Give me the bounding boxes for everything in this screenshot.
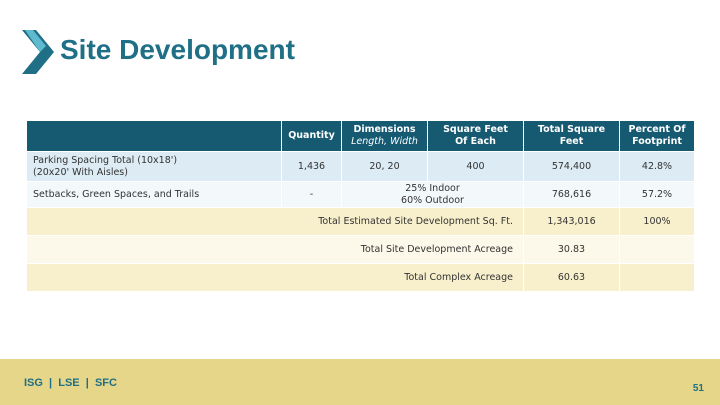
header-sqft-each-line1: Square Feet <box>443 124 508 135</box>
summary-value: 1,343,016 <box>523 207 620 236</box>
table-row: Parking Spacing Total (10x18') (20x20' W… <box>26 151 695 182</box>
row-label-line1: Parking Spacing Total (10x18') <box>33 154 178 166</box>
percent-cell: 57.2% <box>619 181 695 208</box>
summary-percent <box>619 263 695 292</box>
page-number: 51 <box>692 383 704 394</box>
chevron-logo-icon <box>22 30 54 74</box>
summary-percent: 100% <box>619 207 695 236</box>
header-dimensions-line2: Length, Width <box>351 136 418 147</box>
summary-row: Total Site Development Acreage 30.83 <box>26 235 695 264</box>
summary-label: Total Estimated Site Development Sq. Ft. <box>26 207 524 236</box>
row-label-line2: (20x20' With Aisles) <box>33 166 128 178</box>
percent-cell: 42.8% <box>619 151 695 182</box>
total-sqft-cell: 768,616 <box>523 181 620 208</box>
indoor-split: 25% Indoor <box>405 182 460 194</box>
quantity-cell: - <box>281 181 342 208</box>
summary-row: Total Estimated Site Development Sq. Ft.… <box>26 207 695 236</box>
table-header-row: Quantity Dimensions Length, Width Square… <box>26 120 695 152</box>
summary-value: 30.83 <box>523 235 620 264</box>
summary-label: Total Complex Acreage <box>26 263 524 292</box>
sqft-each-cell: 400 <box>427 151 524 182</box>
page-title: Site Development <box>60 34 295 65</box>
row-label: Parking Spacing Total (10x18') (20x20' W… <box>26 151 282 182</box>
header-sqft-each: Square Feet Of Each <box>427 120 524 152</box>
outdoor-split: 60% Outdoor <box>401 194 464 206</box>
header-total-sqft-line1: Total Square <box>537 124 606 135</box>
summary-label: Total Site Development Acreage <box>26 235 524 264</box>
header-dimensions-line1: Dimensions <box>353 124 416 135</box>
table-row: Setbacks, Green Spaces, and Trails - 25%… <box>26 181 695 208</box>
dimensions-cell: 20, 20 <box>341 151 428 182</box>
footer-organizations: ISG | LSE | SFC <box>24 377 117 389</box>
total-sqft-cell: 574,400 <box>523 151 620 182</box>
header-quantity: Quantity <box>281 120 342 152</box>
quantity-cell: 1,436 <box>281 151 342 182</box>
row-label: Setbacks, Green Spaces, and Trails <box>26 181 282 208</box>
header-percent-line2: Footprint <box>632 136 682 147</box>
site-development-table: Quantity Dimensions Length, Width Square… <box>26 120 695 292</box>
summary-value: 60.63 <box>523 263 620 292</box>
header-percent-line1: Percent Of <box>628 124 686 135</box>
header-total-sqft: Total Square Feet <box>523 120 620 152</box>
header-dimensions: Dimensions Length, Width <box>341 120 428 152</box>
header-sqft-each-line2: Of Each <box>455 136 496 147</box>
sqft-each-cell: 25% Indoor 60% Outdoor <box>341 181 524 208</box>
header-blank <box>26 120 282 152</box>
summary-row: Total Complex Acreage 60.63 <box>26 263 695 292</box>
header-percent: Percent Of Footprint <box>619 120 695 152</box>
summary-percent <box>619 235 695 264</box>
header-total-sqft-line2: Feet <box>559 136 584 147</box>
footer-bar: ISG | LSE | SFC 51 <box>0 359 720 405</box>
